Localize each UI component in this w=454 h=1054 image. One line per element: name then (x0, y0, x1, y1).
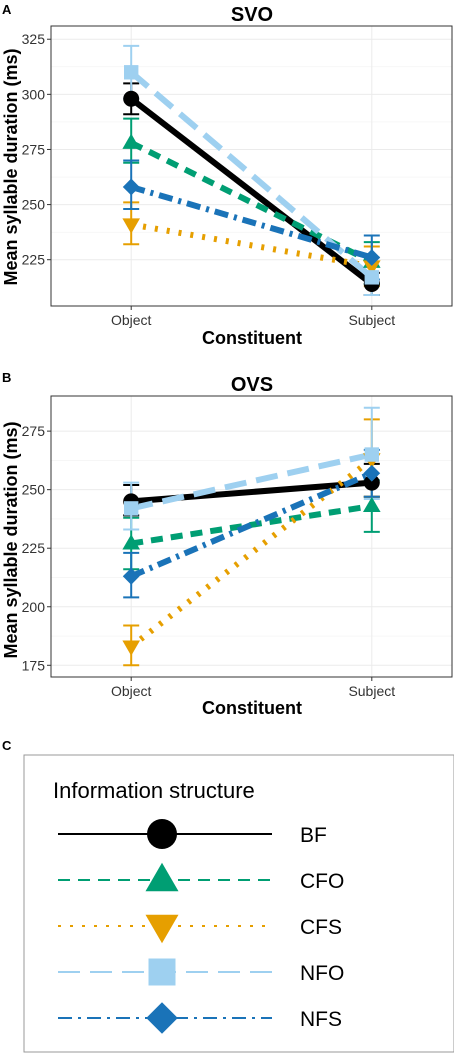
chart-b-ylabel: Mean syllable duration (ms) (1, 421, 21, 658)
chart-b-line-nfo (130, 451, 373, 512)
chart-b-point-nfo (124, 501, 139, 516)
chart-b-point-cfo (363, 496, 381, 513)
chart-a-line-nfs (130, 184, 373, 261)
chart-a-point-cfo (122, 133, 140, 149)
legend-marker-bf (147, 819, 177, 849)
panel-label-c: C (2, 738, 12, 753)
chart-b-point-cfo (122, 534, 140, 550)
chart-a-line-bf (129, 96, 374, 287)
chart-a-point-bf (123, 90, 140, 107)
legend-label-nfs: NFS (300, 1008, 342, 1031)
chart-a-ytick-label: 225 (22, 252, 46, 268)
chart-b-xtick-label: Subject (348, 683, 395, 699)
chart-b-ytick-label: 225 (22, 540, 46, 556)
chart-a-point-cfs (363, 260, 381, 276)
chart-b-panel-border (50, 395, 453, 678)
chart-b-point-nfs (122, 567, 140, 585)
chart-b-ytick-label: 275 (22, 423, 46, 439)
chart-b-ytick-label: 250 (22, 482, 46, 498)
chart-b-point-cfs (122, 640, 140, 656)
legend-label-cfo: CFO (300, 870, 344, 893)
legend-marker-cfs (145, 914, 179, 944)
chart-b-ytick-label: 175 (22, 657, 46, 673)
chart-b-line-cfo (130, 503, 373, 547)
chart-a-ytick-label: 300 (22, 86, 46, 102)
legend-marker-cfo (145, 862, 179, 892)
chart-a: 225 250 275 300 325 Object Subject (22, 25, 453, 328)
legend-title: Information structure (53, 778, 255, 803)
chart-b-point-nfo (364, 447, 379, 462)
chart-a-title: SVO (231, 4, 273, 26)
legend-marker-nfs (146, 1002, 178, 1034)
legend-label-cfs: CFS (300, 916, 342, 939)
chart-a-ylabel: Mean syllable duration (ms) (1, 48, 21, 285)
chart-b-point-nfs (363, 464, 381, 482)
chart-a-panel-border (50, 25, 453, 307)
chart-a-xlabel: Constituent (202, 328, 302, 348)
chart-a-ytick-label: 325 (22, 31, 46, 47)
chart-b-ytick-label: 200 (22, 599, 46, 615)
panel-label-b: B (2, 370, 11, 385)
legend-box (23, 754, 454, 1053)
chart-b-point-bf (363, 474, 380, 491)
chart-a-point-nfo (364, 270, 379, 285)
chart-b-xlabel: Constituent (202, 698, 302, 718)
legend-label-nfo: NFO (300, 962, 344, 985)
chart-a-line-cfs (130, 221, 373, 270)
chart-a-point-nfs (122, 178, 140, 196)
chart-a-point-nfs (363, 249, 381, 266)
chart-b-line-cfs (129, 456, 374, 649)
chart-a-xtick-label: Object (111, 312, 152, 328)
chart-b: 175 200 225 250 275 Object Subject (22, 395, 453, 699)
chart-a-point-cfs (122, 218, 140, 234)
legend-items: BF CFO CFS NFO NFS (58, 819, 344, 1034)
chart-b-xtick-label: Object (111, 683, 152, 699)
legend-label-bf: BF (300, 824, 327, 847)
chart-a-ytick-label: 275 (22, 141, 46, 157)
chart-b-title: OVS (231, 374, 273, 396)
panel-label-a: A (2, 2, 12, 17)
chart-a-ytick-label: 250 (22, 197, 46, 213)
legend-marker-nfo (148, 958, 176, 986)
chart-a-point-nfo (124, 65, 139, 80)
chart-a-xtick-label: Subject (348, 312, 395, 328)
